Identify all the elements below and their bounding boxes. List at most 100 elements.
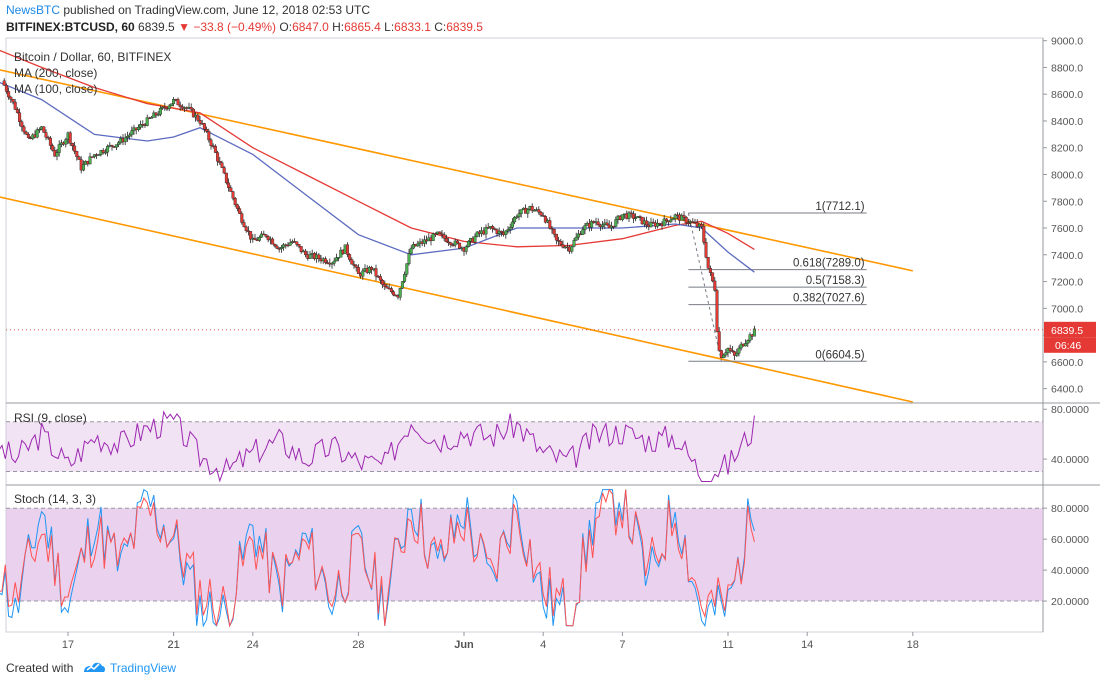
fib-level-label: 0(6604.5) <box>815 349 864 361</box>
candle-body <box>510 221 514 228</box>
candle-body <box>11 99 15 103</box>
candle-body <box>722 354 726 358</box>
candle-body <box>90 156 94 158</box>
candle-body <box>354 265 358 268</box>
candle-body <box>715 290 719 332</box>
last-price: 6839.5 <box>138 20 175 34</box>
candle-body <box>539 211 543 216</box>
channel-upper-line <box>0 69 913 272</box>
candle-body <box>590 221 594 228</box>
candle-body <box>458 242 462 249</box>
candle-body <box>605 222 609 226</box>
candle-body <box>629 212 633 214</box>
stoch-y-tick-label: 60.0000 <box>1051 534 1089 546</box>
candle-body <box>68 132 72 144</box>
fib-level-label: 0.618(7289.0) <box>793 258 865 270</box>
ma200-line <box>0 49 755 250</box>
candle-body <box>9 96 13 100</box>
last-price-value: 6839.5 <box>1051 325 1083 337</box>
candle-body <box>515 216 519 219</box>
candle-body <box>264 234 268 237</box>
candle-body <box>708 268 712 273</box>
candle-body <box>400 281 404 289</box>
candle-body <box>403 274 407 282</box>
publisher-name[interactable]: NewsBTC <box>6 3 61 17</box>
candle-body <box>440 233 444 236</box>
candle-body <box>128 134 132 137</box>
x-tick-label: 18 <box>907 639 919 651</box>
candle-body <box>266 236 270 241</box>
candle-body <box>191 108 195 118</box>
candle-body <box>7 91 11 98</box>
candle-body <box>748 334 752 341</box>
stoch-title: Stoch (14, 3, 3) <box>14 492 96 506</box>
candle-body <box>543 216 547 223</box>
candle-body <box>576 233 580 238</box>
candle-body <box>323 258 327 263</box>
candle-body <box>136 127 140 130</box>
candle-body <box>169 103 173 107</box>
candle-body <box>442 234 446 239</box>
candle-body <box>205 129 209 132</box>
candle-body <box>532 210 536 212</box>
candle-body <box>682 215 686 218</box>
candle-body <box>746 340 750 344</box>
x-tick-label: 17 <box>62 639 74 651</box>
candle-body <box>216 152 220 162</box>
candle-body <box>308 254 312 259</box>
candle-body <box>541 215 545 217</box>
candle-body <box>634 217 638 220</box>
candle-body <box>51 145 55 151</box>
channel-lower-line <box>0 196 913 403</box>
down-arrow-icon: ▼ <box>178 20 190 34</box>
candle-body <box>231 191 235 199</box>
stoch-d-line <box>0 488 755 628</box>
candle-body <box>202 123 206 130</box>
candle-body <box>295 241 299 245</box>
candle-body <box>669 219 673 223</box>
x-tick-label: 21 <box>167 639 179 651</box>
candle-body <box>735 352 739 356</box>
candle-body <box>381 279 385 285</box>
candle-body <box>385 286 389 289</box>
candle-body <box>24 131 28 135</box>
stoch-y-tick-label: 80.0000 <box>1051 503 1089 515</box>
candle-body <box>35 129 39 138</box>
candle-body <box>405 263 409 275</box>
candle-body <box>18 112 22 122</box>
candle-body <box>645 220 649 226</box>
candle-body <box>686 222 690 225</box>
candle-body <box>574 236 578 241</box>
candle-body <box>279 247 283 249</box>
candle-body <box>640 216 644 225</box>
publish-line: NewsBTC published on TradingView.com, Ju… <box>6 3 370 17</box>
candle-body <box>706 257 710 269</box>
candle-body <box>627 212 631 219</box>
candle-body <box>167 105 171 109</box>
candle-body <box>422 239 426 244</box>
close-label: C: <box>434 20 447 34</box>
candle-body <box>361 270 365 277</box>
candle-body <box>240 213 244 223</box>
candle-body <box>178 104 182 107</box>
candle-body <box>383 284 387 287</box>
tradingview-brand[interactable]: TradingView <box>110 661 177 675</box>
candle-body <box>614 219 618 227</box>
candle-body <box>242 222 246 228</box>
symbol-name: BITFINEX:BTCUSD, 60 <box>6 20 135 34</box>
candle-body <box>724 352 728 356</box>
candle-body <box>559 241 563 245</box>
y-tick-label: 7800.0 <box>1051 196 1083 208</box>
candle-body <box>271 238 275 245</box>
candle-body <box>409 247 413 254</box>
candle-body <box>455 240 459 244</box>
y-tick-label: 6600.0 <box>1051 357 1083 369</box>
x-tick-label: 24 <box>247 639 259 651</box>
close-value: 6839.5 <box>446 20 483 34</box>
candle-body <box>207 131 211 141</box>
candle-body <box>48 137 52 146</box>
candle-body <box>156 114 160 116</box>
candle-body <box>662 218 666 227</box>
price-change: −33.8 (−0.49%) <box>193 20 277 34</box>
